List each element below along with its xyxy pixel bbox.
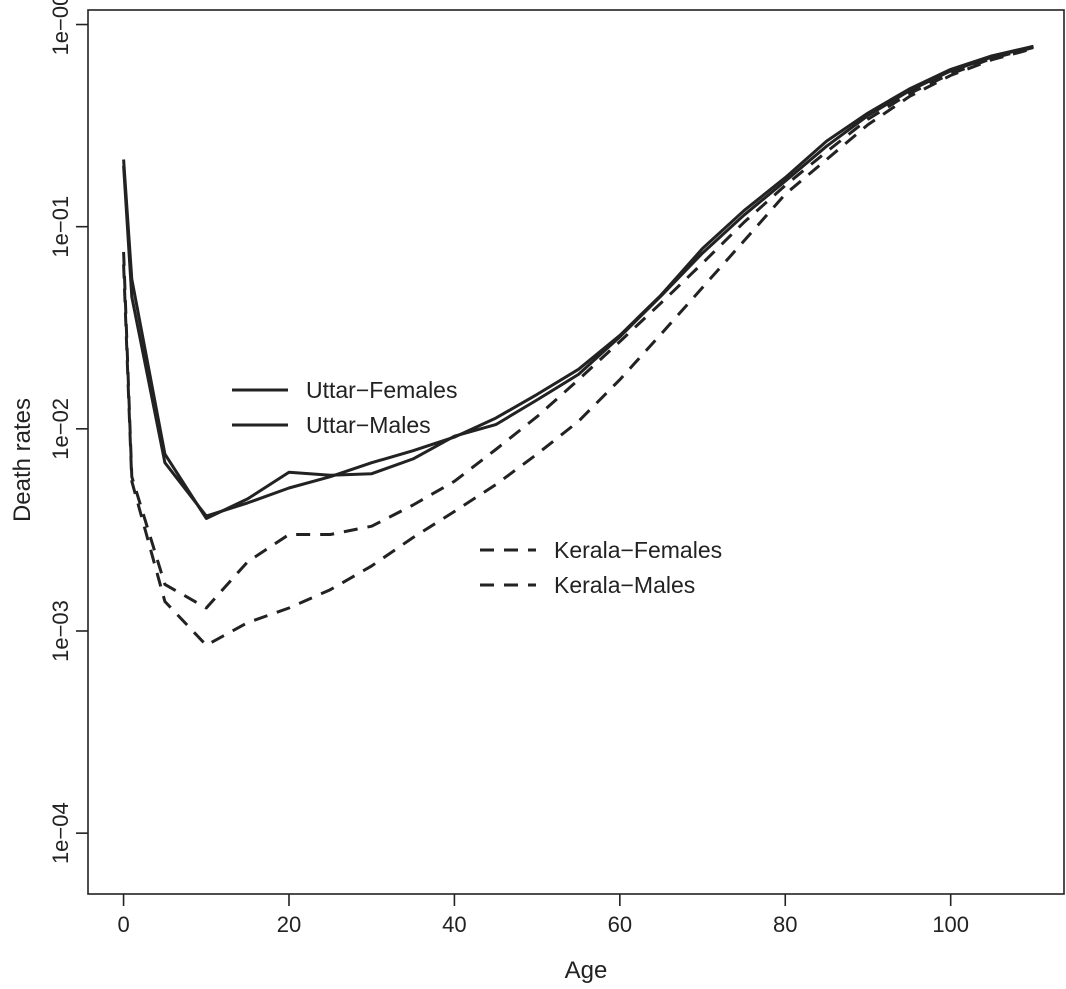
legend-label: Uttar−Females bbox=[306, 377, 457, 403]
y-tick-label: 1e−04 bbox=[48, 802, 73, 864]
y-tick-label: 1e−02 bbox=[48, 398, 73, 460]
legend-label: Kerala−Females bbox=[554, 537, 722, 563]
legend-label: Uttar−Males bbox=[306, 412, 431, 438]
x-tick-label: 100 bbox=[932, 912, 969, 937]
series-line-uttar-females bbox=[122, 44, 1034, 518]
series-layer bbox=[122, 44, 1034, 647]
x-tick-label: 40 bbox=[442, 912, 466, 937]
x-axis: 0 20 40 60 80 100 bbox=[117, 894, 969, 937]
series-line-kerala-males bbox=[122, 47, 1034, 647]
x-tick-label: 60 bbox=[608, 912, 632, 937]
y-tick-label: 1e−01 bbox=[48, 196, 73, 258]
x-tick-label: 80 bbox=[773, 912, 797, 937]
series-line-uttar-males bbox=[122, 44, 1034, 520]
y-tick-label: 1e−03 bbox=[48, 600, 73, 662]
legend-label: Kerala−Males bbox=[554, 572, 695, 598]
series-line-kerala-females bbox=[122, 46, 1034, 610]
legend: Uttar−Females Uttar−Males Kerala−Females Ke… bbox=[232, 377, 722, 598]
y-tick-label: 1e−00 bbox=[48, 0, 73, 55]
y-axis-title: Death rates bbox=[9, 398, 36, 522]
x-tick-label: 0 bbox=[117, 912, 129, 937]
y-axis: 1e−04 1e−03 1e−02 1e−01 1e−00 bbox=[48, 0, 88, 864]
x-tick-label: 20 bbox=[277, 912, 301, 937]
x-axis-title: Age bbox=[565, 957, 608, 984]
plot-frame bbox=[87, 9, 1065, 895]
